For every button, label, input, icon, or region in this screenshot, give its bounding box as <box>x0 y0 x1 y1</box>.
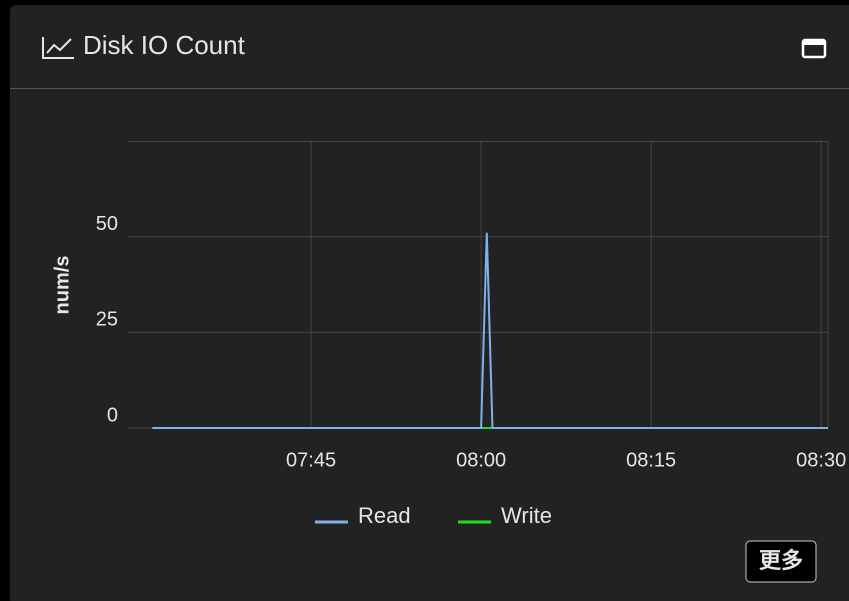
maximize-button[interactable] <box>801 38 827 59</box>
x-tick-label: 08:30 <box>796 449 846 471</box>
panel-bg <box>10 5 849 601</box>
x-tick-label: 08:00 <box>456 449 506 471</box>
y-tick-label: 50 <box>96 213 118 235</box>
chart-icon <box>42 37 74 59</box>
y-tick-label: 25 <box>96 309 118 331</box>
x-tick-label: 07:45 <box>286 449 336 471</box>
more-button[interactable]: 更多 <box>745 540 817 583</box>
panel-title: Disk IO Count <box>83 30 246 60</box>
series-line <box>152 232 828 429</box>
legend <box>128 141 828 429</box>
y-axis-label: num/s <box>51 256 73 315</box>
y-tick-label: 0 <box>107 404 118 426</box>
legend-label: Write <box>501 503 552 528</box>
x-tick-label: 08:15 <box>626 449 676 471</box>
legend-label: Read <box>358 503 411 528</box>
more-button-label[interactable]: 更多 <box>759 548 803 573</box>
